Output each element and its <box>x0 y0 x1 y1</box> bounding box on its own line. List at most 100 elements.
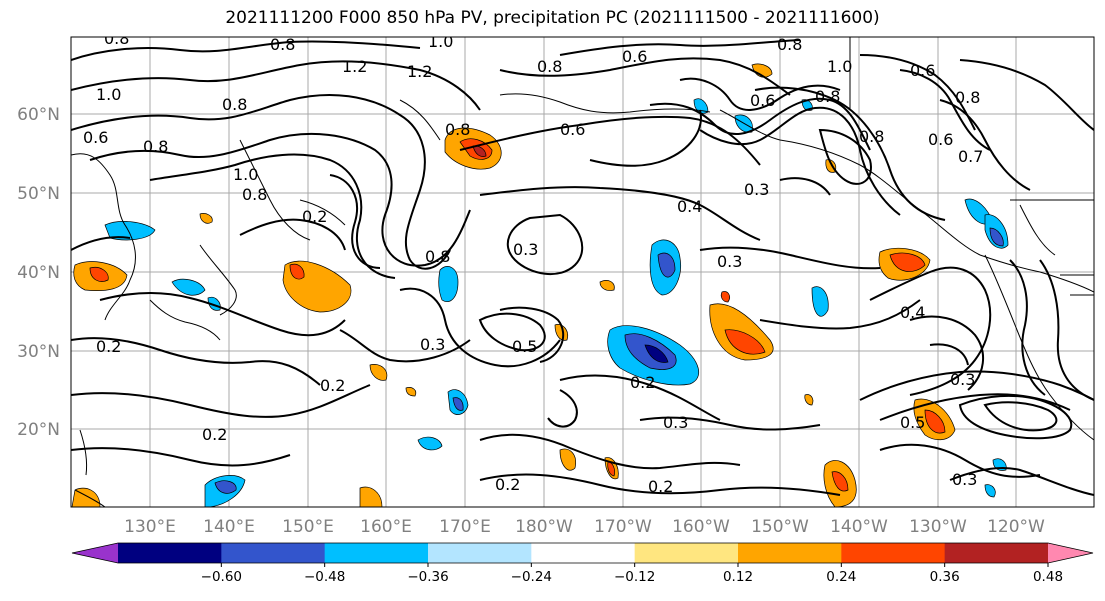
contour-label: 0.6 <box>83 128 108 147</box>
colorbar-segment <box>841 543 946 563</box>
lat-label: 30°N <box>17 342 60 362</box>
precip-patch <box>405 387 417 397</box>
contour-label: 0.6 <box>750 91 775 110</box>
precip-patch <box>811 286 829 317</box>
contour-label: 0.5 <box>900 413 925 432</box>
contour-label: 0.8 <box>222 95 247 114</box>
precip-patch <box>607 461 615 477</box>
contour-label: 0.2 <box>630 373 655 392</box>
lon-label: 140°W <box>830 517 888 537</box>
precip-patch <box>417 436 443 451</box>
precip-patch <box>599 280 615 291</box>
precip-patch <box>804 394 814 406</box>
precip-patch <box>984 484 996 498</box>
lat-label: 20°N <box>17 420 60 440</box>
contour-label: 0.3 <box>950 370 975 389</box>
colorbar-outline <box>71 542 1094 564</box>
contour-label: 0.8 <box>859 127 884 146</box>
colorbar-tick-label: −0.60 <box>201 569 242 585</box>
contour-label: 0.2 <box>648 477 673 496</box>
colorbar-tick-label: 0.12 <box>723 569 753 585</box>
precip-patch <box>199 213 213 224</box>
contour-label: 0.8 <box>270 35 295 54</box>
contour-label: 0.8 <box>955 88 980 107</box>
longitude-axis: 130°E 140°E 150°E 160°E 170°E 180°W 170°… <box>124 517 1045 537</box>
contour-label: 0.8 <box>815 87 840 106</box>
colorbar-segment <box>738 543 842 563</box>
colorbar-tick-label: −0.36 <box>407 569 448 585</box>
colorbar-segment <box>324 543 429 563</box>
colorbar-segment <box>531 543 636 563</box>
colorbar-tick-label: −0.24 <box>511 569 552 585</box>
contour-labels: 0.8 0.8 1.0 1.2 1.2 0.8 0.6 0.8 1.0 0.8 … <box>83 29 983 496</box>
colorbar-segment <box>634 543 739 563</box>
precip-patch <box>644 344 669 363</box>
contour-label: 0.8 <box>445 120 470 139</box>
contour-label: 1.0 <box>233 165 258 184</box>
lon-label: 150°W <box>751 517 809 537</box>
lon-label: 150°E <box>282 517 334 537</box>
contour-label: 0.2 <box>495 475 520 494</box>
lon-label: 170°W <box>594 517 652 537</box>
precip-patch <box>369 364 388 381</box>
pv-contours <box>71 39 1094 496</box>
contour-label: 0.8 <box>425 247 450 266</box>
precip-patch <box>438 266 459 302</box>
contour-label: 0.3 <box>663 413 688 432</box>
precip-patch <box>724 329 766 355</box>
precip-patch <box>559 448 576 471</box>
contour-label: 0.8 <box>777 35 802 54</box>
precip-patch <box>831 471 849 492</box>
lon-label: 130°W <box>909 517 967 537</box>
contour-label: 1.0 <box>827 57 852 76</box>
lon-label: 170°E <box>439 517 491 537</box>
lon-label: 160°E <box>360 517 412 537</box>
lat-label: 50°N <box>17 184 60 204</box>
colorbar-tick-label: 0.24 <box>826 569 856 585</box>
contour-label: 0.8 <box>104 29 129 48</box>
lon-label: 120°W <box>987 517 1045 537</box>
colorbar-tick-label: 0.48 <box>1033 569 1063 585</box>
lon-label: 130°E <box>124 517 176 537</box>
colorbar-extension-min <box>72 543 118 563</box>
contour-label: 0.2 <box>302 207 327 226</box>
contour-label: 0.3 <box>717 252 742 271</box>
contour-label: 0.4 <box>900 303 925 322</box>
lon-label: 140°E <box>203 517 255 537</box>
precip-patch <box>71 487 101 507</box>
contour-label: 0.2 <box>320 376 345 395</box>
contour-label: 0.2 <box>202 425 227 444</box>
contour-label: 0.8 <box>242 185 267 204</box>
precip-patch <box>657 252 676 278</box>
precip-patch <box>889 252 926 272</box>
colorbar-tick-label: −0.12 <box>614 569 655 585</box>
contour-label: 0.7 <box>958 147 983 166</box>
lat-label: 60°N <box>17 105 60 125</box>
contour-label: 1.2 <box>407 62 432 81</box>
contour-label: 0.6 <box>928 130 953 149</box>
precip-patch <box>989 227 1004 247</box>
contour-label: 0.2 <box>96 337 121 356</box>
coastlines <box>71 37 1094 507</box>
contour-label: 1.0 <box>428 32 453 51</box>
lat-label: 40°N <box>17 263 60 283</box>
colorbar-extension-max <box>1048 543 1093 563</box>
map-title: 2021111200 F000 850 hPa PV, precipitatio… <box>225 8 880 28</box>
contour-label: 0.8 <box>537 57 562 76</box>
precip-patch <box>924 409 946 434</box>
contour-label: 0.5 <box>512 337 537 356</box>
contour-label: 0.8 <box>143 137 168 156</box>
colorbar-segment <box>944 543 1049 563</box>
precip-patch <box>171 278 206 296</box>
contour-label: 1.0 <box>96 85 121 104</box>
colorbar-segment <box>428 543 532 563</box>
precip-patch <box>104 221 156 241</box>
lon-label: 180°W <box>515 517 573 537</box>
precip-patch <box>472 145 487 157</box>
contour-label: 0.3 <box>952 470 977 489</box>
contour-label: 0.6 <box>560 120 585 139</box>
lon-label: 160°W <box>672 517 730 537</box>
colorbar-tick-label: 0.36 <box>930 569 960 585</box>
latitude-axis: 60°N 50°N 40°N 30°N 20°N <box>17 105 60 440</box>
